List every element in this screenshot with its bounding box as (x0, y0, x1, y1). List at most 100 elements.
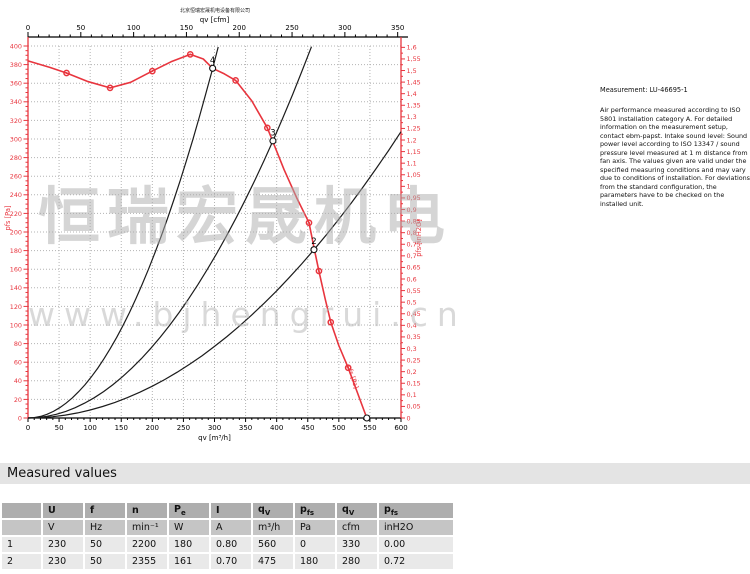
value-cell: 1 (2, 537, 41, 552)
value-cell: 560 (253, 537, 293, 552)
tick-label: 0,25 (407, 356, 421, 364)
table-row: 1 230 50 2200 180 0.80 560 0 330 0.00 (2, 537, 453, 552)
measured-point-center (347, 366, 350, 369)
measured-point-marker (63, 69, 70, 77)
header-cell: qV (337, 503, 377, 518)
value-cell: 50 (85, 537, 125, 552)
tick-label: 50 (76, 24, 85, 32)
tick-label: 250 (285, 24, 298, 32)
tick-label: 400 (10, 42, 22, 50)
value-cell: 0 (295, 537, 335, 552)
value-cell: 180 (169, 537, 209, 552)
tick-label: 360 (10, 80, 22, 88)
tick-label: 0,9 (407, 206, 417, 214)
measured-values-header: Measured values (0, 463, 750, 484)
tick-label: 120 (10, 303, 22, 311)
value-cell: 50 (85, 554, 125, 569)
value-cell: 330 (337, 537, 377, 552)
tick-label: 1,45 (407, 78, 421, 86)
tick-label: 0,35 (407, 333, 421, 341)
value-cell: 230 (43, 537, 83, 552)
unit-cell: W (169, 520, 209, 535)
tick-label: 50 (55, 424, 64, 432)
tick-label: 200 (233, 24, 246, 32)
header-cell: n (127, 503, 167, 518)
tick-label: 0 (26, 424, 30, 432)
value-cell: 280 (337, 554, 377, 569)
unit-cell: Hz (85, 520, 125, 535)
header-cell: Pe (169, 503, 209, 518)
tick-label: 220 (10, 210, 22, 218)
tick-label: 0,2 (407, 368, 417, 376)
value-cell: 0.72 (379, 554, 453, 569)
tick-label: 300 (208, 424, 221, 432)
tick-label: 0,65 (407, 264, 421, 272)
tick-label: 40 (14, 377, 22, 385)
x-axis-title-top: qv [cfm] (200, 16, 230, 24)
tick-label: 1,2 (407, 136, 417, 144)
tick-label: 0,5 (407, 298, 417, 306)
tick-label: 150 (180, 24, 193, 32)
tick-label: 0,6 (407, 275, 417, 283)
tick-label: 0,85 (407, 217, 421, 225)
table-row: 2 230 50 2355 161 0.70 475 180 280 0.72 (2, 554, 453, 569)
measured-point-center (318, 270, 320, 272)
tick-label: 100 (127, 24, 140, 32)
tick-label: 300 (338, 24, 351, 32)
unit-cell: A (211, 520, 251, 535)
tick-label: 550 (363, 424, 376, 432)
value-cell: 161 (169, 554, 209, 569)
value-cell: 475 (253, 554, 293, 569)
x-axis-title-bottom: qv [m³/h] (198, 434, 231, 442)
value-cell: 180 (295, 554, 335, 569)
tick-label: 350 (391, 24, 404, 32)
measured-point-center (65, 72, 68, 74)
measured-point-center (308, 221, 310, 224)
measured-point-center (189, 53, 192, 56)
tick-label: 180 (10, 247, 22, 255)
value-cell: 0.00 (379, 537, 453, 552)
header-cell: pfs (379, 503, 453, 518)
tick-label: 1,3 (407, 113, 417, 121)
measured-point-marker (186, 51, 194, 58)
measured-point-marker (344, 364, 352, 372)
unit-cell: inH2O (379, 520, 453, 535)
header-cell (2, 503, 41, 518)
tick-label: 260 (10, 173, 22, 181)
y-axis-title-right: pfs [inH2O] (415, 219, 423, 257)
operating-point-label: 4 (210, 56, 215, 66)
tick-label: 0,95 (407, 194, 421, 202)
tick-label: 60 (14, 359, 22, 367)
tick-label: 1,5 (407, 67, 417, 75)
measured-point-center (266, 126, 269, 129)
tick-label: 1,15 (407, 148, 421, 156)
tick-label: 140 (10, 284, 22, 292)
tick-label: 0,45 (407, 310, 421, 318)
chart-small-caption: 北京恒瑞宏晟机电设备有限公司 (179, 8, 250, 14)
header-cell: U (43, 503, 83, 518)
tick-label: 250 (177, 424, 190, 432)
tick-label: 0,3 (407, 345, 417, 353)
tick-label: 1,05 (407, 171, 421, 179)
measured-point-center (234, 79, 237, 82)
unit-cell: V (43, 520, 83, 535)
tick-label: 0 (18, 414, 22, 422)
tick-label: 200 (146, 424, 159, 432)
measured-point-center (109, 86, 111, 89)
tick-label: 200 (10, 228, 22, 236)
unit-cell: Pa (295, 520, 335, 535)
header-cell: qV (253, 503, 293, 518)
tick-label: 160 (10, 266, 22, 274)
measured-point-center (329, 321, 332, 324)
measured-point-marker (232, 77, 239, 84)
unit-cell: m³/h (253, 520, 293, 535)
tick-label: 1,4 (407, 90, 417, 98)
tick-label: 280 (10, 154, 22, 162)
unit-cell: cfm (337, 520, 377, 535)
tick-label: 0,1 (407, 391, 417, 399)
tick-label: 100 (10, 321, 22, 329)
tick-label: 1,6 (407, 44, 417, 52)
measured-point-marker (263, 124, 271, 132)
